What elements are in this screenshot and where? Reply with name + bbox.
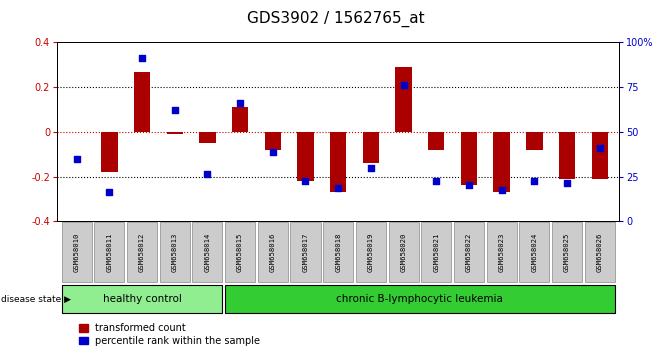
FancyBboxPatch shape (552, 223, 582, 282)
Legend: transformed count, percentile rank within the sample: transformed count, percentile rank withi… (79, 324, 260, 346)
Point (333, 185, 344, 190)
FancyBboxPatch shape (225, 223, 255, 282)
Text: GSM658018: GSM658018 (336, 233, 341, 272)
FancyBboxPatch shape (193, 223, 223, 282)
Bar (199, 132, 215, 143)
FancyBboxPatch shape (62, 285, 223, 314)
Text: GDS3902 / 1562765_at: GDS3902 / 1562765_at (247, 11, 424, 27)
Point (595, 145, 605, 150)
Point (137, 55, 148, 61)
Text: disease state ▶: disease state ▶ (1, 295, 71, 304)
FancyBboxPatch shape (62, 223, 92, 282)
Point (268, 149, 278, 155)
Text: GSM658017: GSM658017 (303, 233, 309, 272)
Bar (428, 132, 444, 150)
FancyBboxPatch shape (356, 223, 386, 282)
Text: GSM658023: GSM658023 (499, 233, 505, 272)
Bar (592, 132, 608, 179)
FancyBboxPatch shape (389, 223, 419, 282)
Point (398, 82, 409, 88)
Point (104, 189, 115, 195)
FancyBboxPatch shape (454, 223, 484, 282)
FancyBboxPatch shape (225, 285, 615, 314)
Bar (297, 132, 313, 181)
FancyBboxPatch shape (486, 223, 517, 282)
Point (71, 156, 82, 161)
Bar (461, 132, 477, 185)
Text: GSM658013: GSM658013 (172, 233, 178, 272)
Text: GSM658011: GSM658011 (106, 233, 112, 272)
Text: chronic B-lymphocytic leukemia: chronic B-lymphocytic leukemia (336, 294, 503, 304)
FancyBboxPatch shape (584, 223, 615, 282)
Text: GSM658015: GSM658015 (237, 233, 243, 272)
Bar (559, 132, 575, 179)
Point (366, 165, 376, 171)
Point (431, 178, 442, 184)
FancyBboxPatch shape (323, 223, 353, 282)
Text: GSM658025: GSM658025 (564, 233, 570, 272)
Point (497, 187, 507, 193)
Point (169, 107, 180, 112)
Text: healthy control: healthy control (103, 294, 181, 304)
Point (202, 171, 213, 177)
Point (562, 181, 572, 186)
Bar (395, 67, 412, 132)
Bar (101, 132, 117, 172)
FancyBboxPatch shape (258, 223, 288, 282)
FancyBboxPatch shape (127, 223, 157, 282)
Point (529, 178, 539, 184)
Bar (330, 132, 346, 192)
Text: GSM658016: GSM658016 (270, 233, 276, 272)
Text: GSM658024: GSM658024 (531, 233, 537, 272)
Text: GSM658014: GSM658014 (205, 233, 211, 272)
FancyBboxPatch shape (519, 223, 550, 282)
FancyBboxPatch shape (160, 223, 190, 282)
Bar (264, 132, 281, 150)
Text: GSM658012: GSM658012 (139, 233, 145, 272)
FancyBboxPatch shape (95, 223, 124, 282)
Point (464, 183, 474, 188)
Text: GSM658022: GSM658022 (466, 233, 472, 272)
Point (300, 178, 311, 184)
FancyBboxPatch shape (421, 223, 452, 282)
Text: GSM658019: GSM658019 (368, 233, 374, 272)
Text: GSM658020: GSM658020 (401, 233, 407, 272)
Text: GSM658026: GSM658026 (597, 233, 603, 272)
FancyBboxPatch shape (291, 223, 321, 282)
Bar (134, 72, 150, 132)
Text: GSM658010: GSM658010 (74, 233, 80, 272)
Bar (166, 132, 183, 134)
Bar (232, 107, 248, 132)
Bar (493, 132, 510, 192)
Text: GSM658021: GSM658021 (433, 233, 440, 272)
Point (235, 100, 246, 105)
Bar (526, 132, 543, 150)
Bar (363, 132, 379, 163)
